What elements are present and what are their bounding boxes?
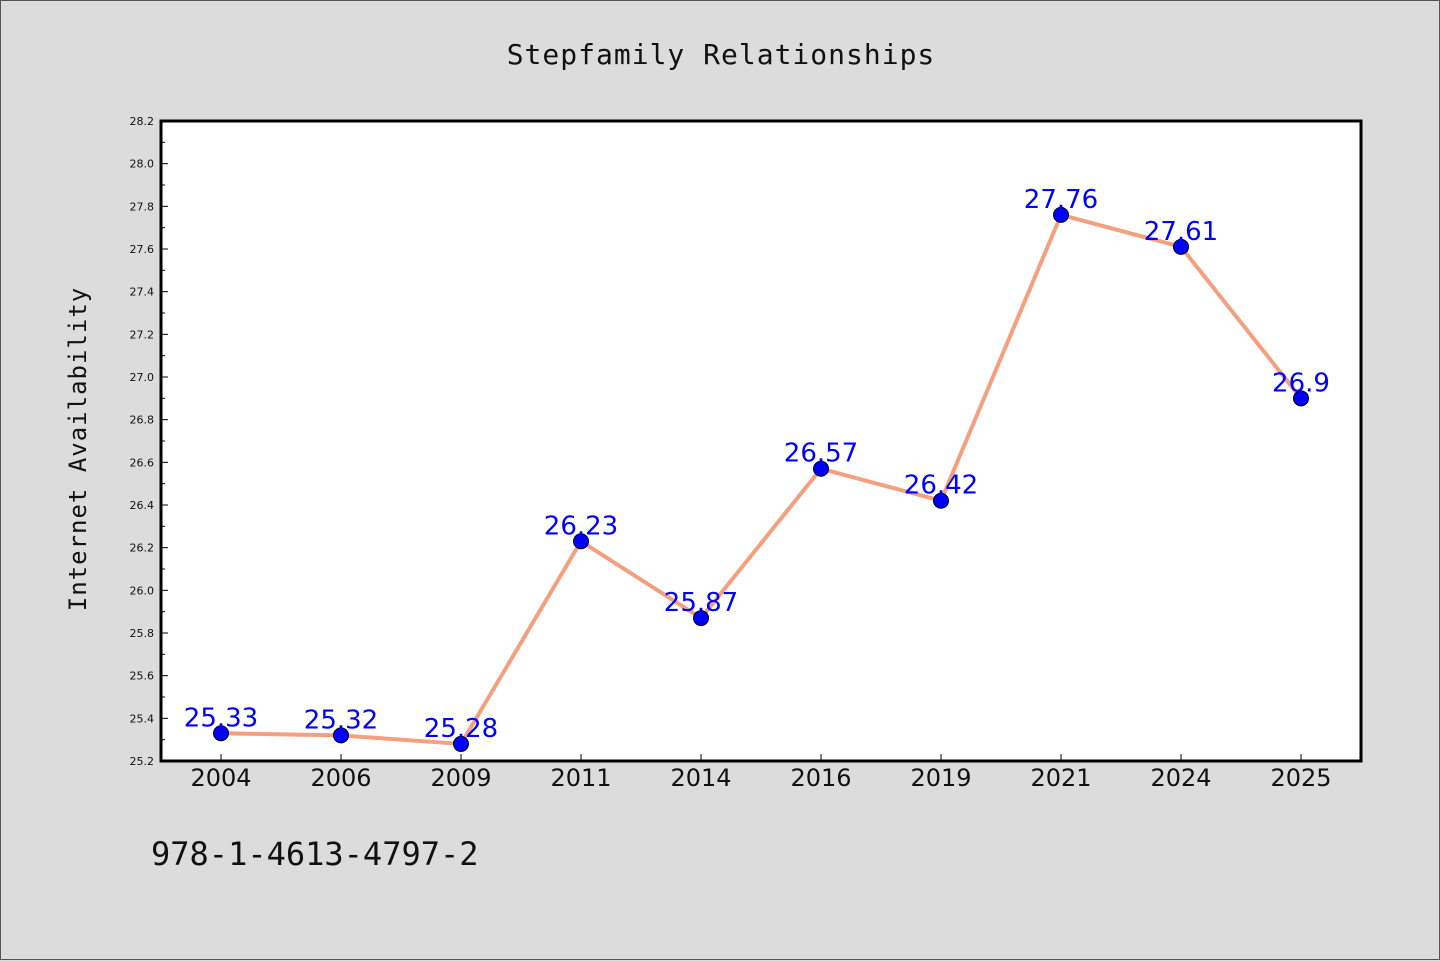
- data-label: 27.76: [1024, 185, 1098, 215]
- data-labels-group: 25.33 25.32 25.28 26.23 25.87 26.57 26.42 27.76…: [184, 185, 1330, 744]
- data-label: 26.9: [1272, 368, 1330, 398]
- markers-group: [213, 206, 1309, 752]
- y-tick-label: 27.6: [130, 243, 155, 256]
- data-label: 25.33: [184, 703, 258, 733]
- x-tick-label: 2021: [1030, 764, 1091, 792]
- data-label: 25.87: [664, 588, 738, 618]
- data-label: 25.32: [304, 705, 378, 735]
- data-label: 26.42: [904, 471, 978, 501]
- x-tick-label: 2004: [190, 764, 251, 792]
- x-tick-label: 2016: [790, 764, 851, 792]
- y-tick-label: 26.0: [130, 584, 155, 597]
- data-label: 26.57: [784, 439, 858, 469]
- data-point: [453, 735, 469, 752]
- x-axis: 2004 2006 2009 2011 2014 2016 2019 2021 2024 2025: [190, 754, 1332, 792]
- y-tick-label: 27.4: [130, 286, 155, 299]
- y-axis-label: Internet Availability: [64, 287, 92, 611]
- isbn-footer: 978-1-4613-4797-2: [151, 835, 479, 873]
- y-tick-label: 26.6: [130, 456, 155, 469]
- y-tick-label: 26.2: [130, 542, 155, 555]
- data-label: 25.28: [424, 714, 498, 744]
- y-tick-label: 27.8: [130, 200, 155, 213]
- x-tick-label: 2024: [1150, 764, 1211, 792]
- data-point: [1053, 206, 1069, 223]
- y-tick-label: 28.0: [130, 158, 155, 171]
- data-point: [933, 492, 949, 509]
- x-tick-label: 2009: [430, 764, 491, 792]
- y-tick-label: 25.2: [130, 755, 155, 768]
- x-tick-label: 2019: [910, 764, 971, 792]
- y-tick-label: 26.4: [130, 499, 155, 512]
- data-point: [333, 727, 349, 744]
- chart-title: Stepfamily Relationships: [507, 38, 936, 71]
- data-point: [813, 460, 829, 477]
- x-tick-label: 2014: [670, 764, 731, 792]
- plot-area: [159, 119, 1363, 763]
- x-tick-label: 2025: [1270, 764, 1331, 792]
- data-point: [693, 610, 709, 627]
- data-point: [213, 725, 229, 742]
- y-tick-label: 26.8: [130, 414, 155, 427]
- y-tick-label: 28.2: [130, 115, 155, 128]
- series-line-group: [220, 212, 1303, 746]
- y-tick-label: 25.4: [130, 712, 155, 725]
- series-line: [220, 212, 1303, 746]
- x-tick-label: 2006: [310, 764, 371, 792]
- data-point: [1173, 238, 1189, 255]
- data-point: [1293, 390, 1309, 407]
- data-label: 27.61: [1144, 217, 1218, 247]
- data-label: 26.23: [544, 511, 618, 541]
- y-tick-label: 27.0: [130, 371, 155, 384]
- y-tick-label: 27.2: [130, 328, 155, 341]
- y-axis: 25.2 25.4 25.6 25.8 26.0 26.2 26.4 26.6 26.8 27.0…: [130, 115, 168, 768]
- x-tick-label: 2011: [550, 764, 611, 792]
- data-point: [573, 533, 589, 550]
- y-tick-label: 25.8: [130, 627, 155, 640]
- y-tick-label: 25.6: [130, 670, 155, 683]
